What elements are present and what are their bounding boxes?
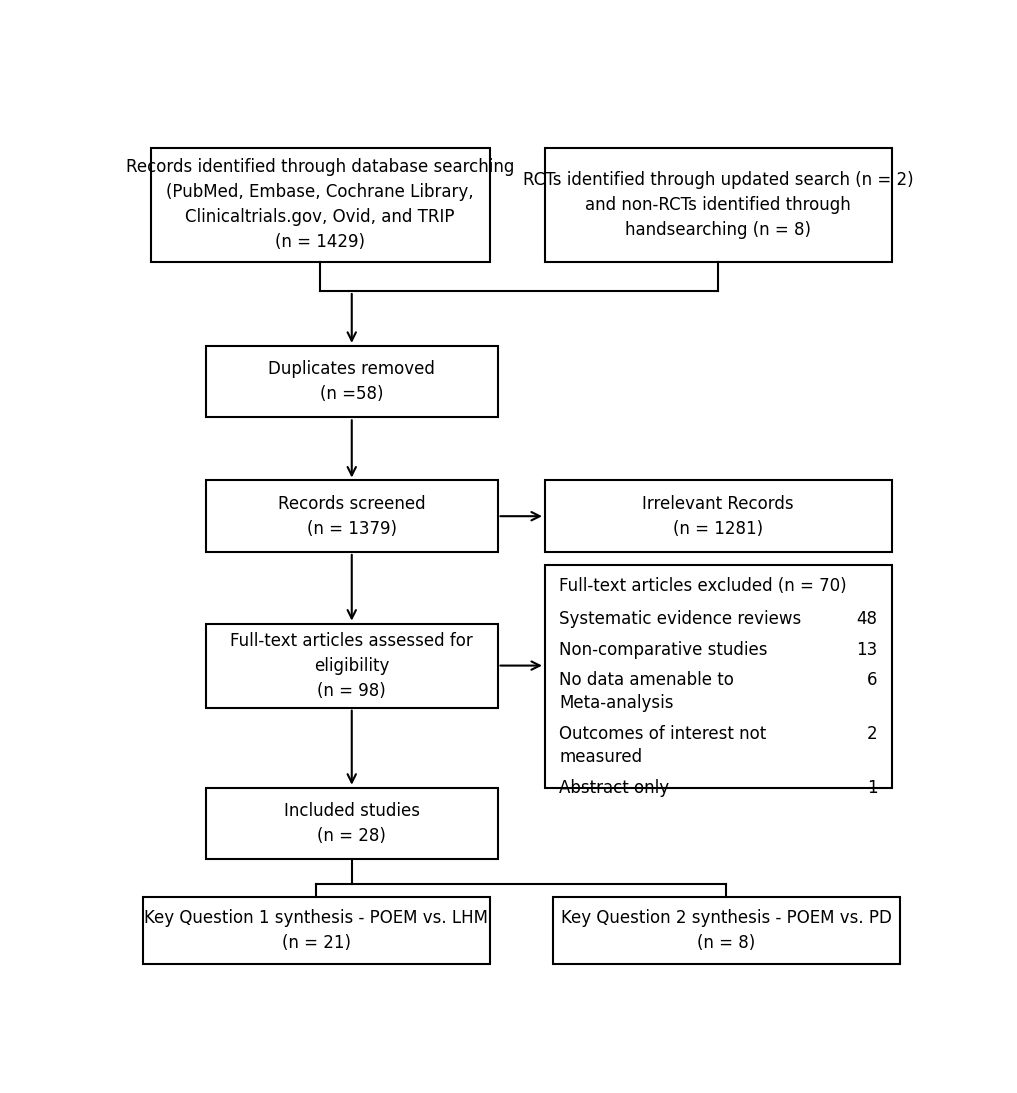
Text: Key Question 2 synthesis - POEM vs. PD
(n = 8): Key Question 2 synthesis - POEM vs. PD (… — [560, 909, 892, 952]
Text: Non-comparative studies: Non-comparative studies — [559, 640, 768, 659]
Text: 2: 2 — [866, 725, 878, 743]
Bar — [545, 481, 892, 552]
Bar — [205, 623, 497, 707]
Bar — [205, 788, 497, 859]
Bar — [142, 897, 490, 964]
Bar — [553, 897, 900, 964]
Bar — [545, 148, 892, 261]
Text: Records identified through database searching
(PubMed, Embase, Cochrane Library,: Records identified through database sear… — [126, 158, 515, 251]
Text: Meta-analysis: Meta-analysis — [559, 694, 673, 713]
Text: Full-text articles assessed for
eligibility
(n = 98): Full-text articles assessed for eligibil… — [231, 632, 473, 700]
Text: Duplicates removed
(n =58): Duplicates removed (n =58) — [268, 360, 435, 403]
Text: Full-text articles excluded (n = 70): Full-text articles excluded (n = 70) — [559, 577, 847, 595]
Text: Included studies
(n = 28): Included studies (n = 28) — [284, 802, 420, 845]
Text: Systematic evidence reviews: Systematic evidence reviews — [559, 610, 801, 628]
Text: 48: 48 — [856, 610, 878, 628]
Bar — [545, 565, 892, 788]
Text: Abstract only: Abstract only — [559, 778, 669, 797]
Text: Key Question 1 synthesis - POEM vs. LHM
(n = 21): Key Question 1 synthesis - POEM vs. LHM … — [144, 909, 488, 952]
Bar — [205, 481, 497, 552]
Text: Outcomes of interest not: Outcomes of interest not — [559, 725, 766, 743]
Bar — [151, 148, 490, 261]
Text: 1: 1 — [866, 778, 878, 797]
Text: 6: 6 — [866, 671, 878, 689]
Bar — [205, 345, 497, 418]
Text: Records screened
(n = 1379): Records screened (n = 1379) — [278, 495, 425, 538]
Text: RCTs identified through updated search (n = 2)
and non-RCTs identified through
h: RCTs identified through updated search (… — [523, 171, 913, 238]
Text: Irrelevant Records
(n = 1281): Irrelevant Records (n = 1281) — [643, 495, 794, 538]
Text: measured: measured — [559, 749, 642, 766]
Text: 13: 13 — [856, 640, 878, 659]
Text: No data amenable to: No data amenable to — [559, 671, 734, 689]
